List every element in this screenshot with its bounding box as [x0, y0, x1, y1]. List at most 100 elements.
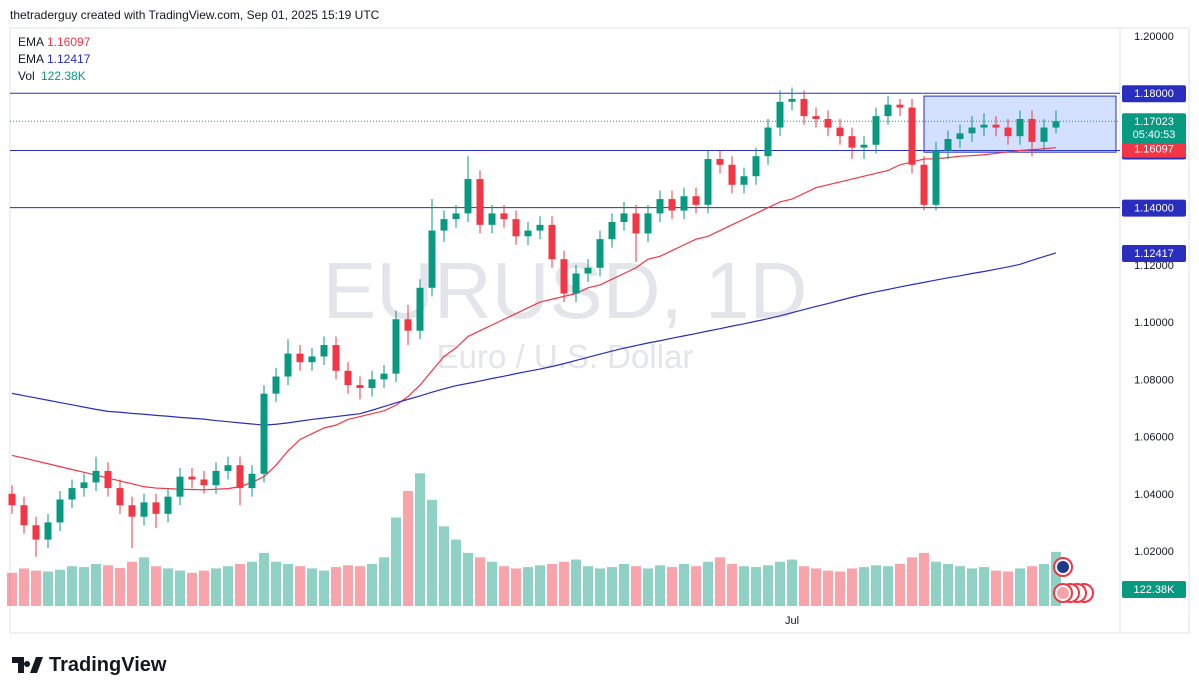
candle-body [80, 482, 88, 489]
volume-bar [679, 563, 689, 606]
volume-bar [787, 559, 797, 606]
y-tick-label: 1.04000 [1134, 489, 1174, 501]
y-tick-label: 1.08000 [1134, 374, 1174, 386]
y-tick-label: 1.12000 [1134, 260, 1174, 272]
plot-area [7, 87, 1120, 606]
x-tick-label: Jul [785, 615, 799, 627]
candle-body [1052, 121, 1060, 128]
volume-bar [943, 563, 953, 606]
volume-bar [199, 570, 209, 606]
volume-bar [103, 565, 113, 606]
candle-body [392, 319, 400, 374]
volume-bar [319, 570, 329, 606]
event-icon [1057, 587, 1069, 599]
volume-bar [799, 566, 809, 606]
candle-body [500, 213, 508, 220]
volume-bar [91, 563, 101, 606]
volume-bar [907, 557, 917, 606]
volume-bar [67, 566, 77, 606]
level-badge: 1.18000 [1134, 88, 1174, 100]
volume-bar [739, 566, 749, 606]
volume-bar [211, 568, 221, 606]
legend-value: 122.38K [41, 69, 86, 83]
candle-body [296, 353, 304, 363]
candle-body [356, 385, 364, 388]
volume-badge-bg [1122, 581, 1186, 598]
volume-bar [487, 561, 497, 606]
volume-bar [355, 566, 365, 606]
candle-body [380, 373, 388, 380]
candle-body [536, 224, 544, 231]
volume-bar [655, 565, 665, 606]
volume-bar [895, 563, 905, 606]
volume-bar [535, 565, 545, 606]
volume-bar [691, 566, 701, 606]
y-tick-label: 1.06000 [1134, 432, 1174, 444]
candle-body [812, 116, 820, 119]
candle-body [1016, 118, 1024, 137]
candle-body [656, 199, 664, 214]
volume-bar [919, 552, 929, 606]
volume-bar [43, 571, 53, 606]
candle-body [236, 465, 244, 489]
event-icons [1053, 557, 1094, 603]
attribution: thetraderguy created with TradingView.co… [10, 8, 380, 22]
candle-body [608, 221, 616, 240]
candle-body [332, 345, 340, 371]
volume-bar [559, 561, 569, 606]
volume-bar [127, 561, 137, 606]
volume-bar [547, 563, 557, 606]
ema200-badge: 1.12417 [1134, 248, 1174, 260]
candle-body [368, 379, 376, 388]
volume-bar [583, 566, 593, 606]
candle-body [260, 393, 268, 474]
volume-bar [151, 566, 161, 606]
candle-body [200, 479, 208, 486]
candle-body [212, 470, 220, 486]
y-tick-label: 1.20000 [1134, 31, 1174, 43]
volume-bar [1051, 551, 1061, 606]
candle-body [44, 522, 52, 540]
volume-bar [835, 571, 845, 606]
candle-body [848, 136, 856, 148]
volume-bar [79, 567, 89, 606]
legend-value: 1.16097 [47, 35, 91, 49]
ema50-badge: 1.16097 [1134, 144, 1174, 156]
volume-bar [343, 565, 353, 606]
volume-bar [955, 566, 965, 606]
legend-value: 1.12417 [47, 52, 91, 66]
candle-body [476, 179, 484, 225]
volume-bar [499, 566, 509, 606]
volume-bar [751, 567, 761, 606]
candle-body [932, 150, 940, 205]
legend-label: EMA [18, 52, 44, 66]
candle-body [572, 273, 580, 294]
level-badge-bg [1122, 85, 1186, 103]
volume-bar [979, 567, 989, 606]
candle-body [428, 230, 436, 288]
volume-bar [931, 561, 941, 606]
ema200-badge-bg [1122, 244, 1186, 262]
candle-body [284, 353, 292, 377]
candle-body [104, 470, 112, 489]
candle-body [188, 476, 196, 480]
candle-body [32, 525, 40, 540]
candle-body [1028, 118, 1036, 142]
volume-bar [295, 566, 305, 606]
volume-bar [871, 565, 881, 606]
volume-bar [475, 557, 485, 606]
candle-body [56, 499, 64, 523]
logo: TradingView [12, 654, 167, 676]
candle-body [152, 502, 160, 514]
candle-body [620, 213, 628, 222]
candle-body [512, 219, 520, 237]
volume-bar [775, 561, 785, 606]
candle-body [692, 196, 700, 205]
volume-bar [175, 570, 185, 606]
candle-body [824, 118, 832, 128]
level-badge: 1.14000 [1134, 203, 1174, 215]
y-tick-label: 1.02000 [1134, 546, 1174, 558]
volume-bar [187, 572, 197, 606]
volume-bar [331, 567, 341, 606]
